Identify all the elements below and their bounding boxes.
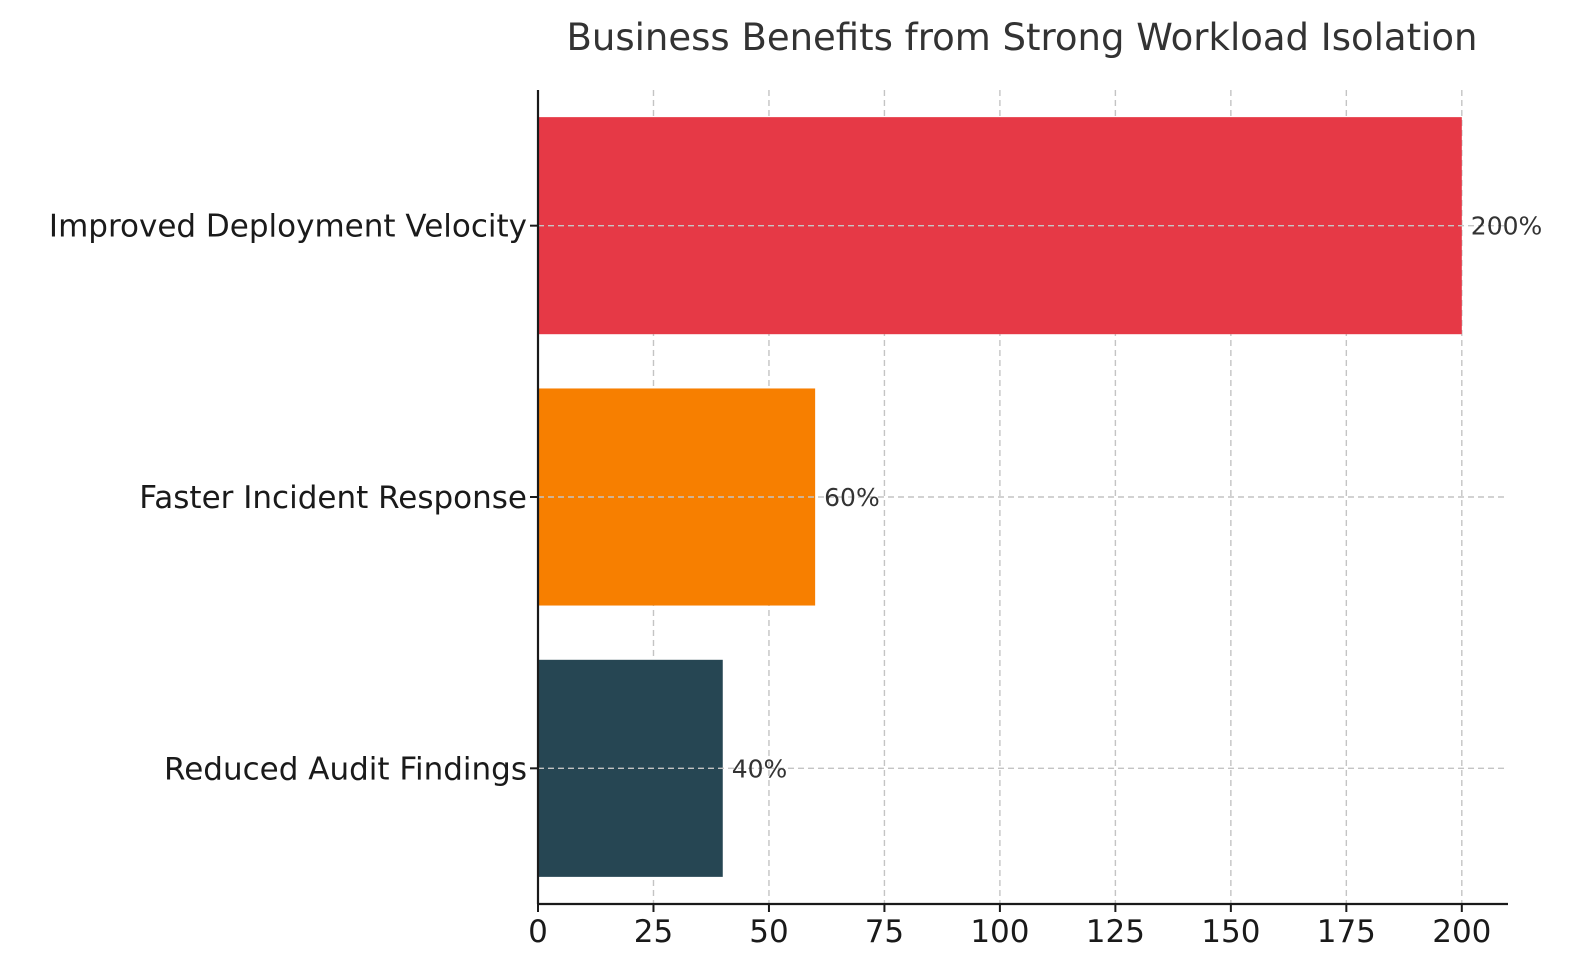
labels: 0 25 50 75 100 125 150 175 200 Improved Deploymen… <box>49 209 1542 950</box>
data-label: 200% <box>1471 212 1542 241</box>
axes <box>530 90 1508 912</box>
x-tick-label: 150 <box>1201 914 1260 950</box>
x-tick-label: 75 <box>865 914 904 950</box>
x-tick-label: 100 <box>970 914 1029 950</box>
category-label: Faster Incident Response <box>139 480 527 516</box>
category-label: Reduced Audit Findings <box>164 751 527 787</box>
x-tick-label: 50 <box>749 914 788 950</box>
x-tick-label: 25 <box>634 914 673 950</box>
x-tick-label: 125 <box>1086 914 1145 950</box>
x-tick-label: 0 <box>528 914 548 950</box>
data-label: 60% <box>824 483 880 512</box>
x-tick-label: 200 <box>1432 914 1491 950</box>
data-label: 40% <box>732 754 788 783</box>
y-grid-lines <box>538 224 1508 770</box>
chart-title: Business Benefits from Strong Workload I… <box>567 16 1478 59</box>
category-label: Improved Deployment Velocity <box>49 209 527 245</box>
x-tick-label: 175 <box>1317 914 1376 950</box>
